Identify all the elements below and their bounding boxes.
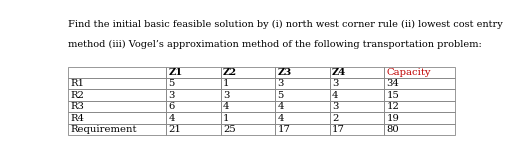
Text: 3: 3 (168, 91, 175, 100)
Text: Z3: Z3 (278, 68, 292, 77)
Text: 3: 3 (278, 79, 284, 88)
Bar (68, 89, 166, 101)
Bar (275, 89, 330, 101)
Text: 17: 17 (278, 125, 290, 134)
Text: 34: 34 (387, 79, 399, 88)
Bar (221, 78, 275, 89)
Text: 19: 19 (387, 114, 399, 123)
Bar (384, 67, 455, 78)
Bar (68, 124, 166, 135)
Bar (166, 89, 221, 101)
Text: 21: 21 (168, 125, 181, 134)
Text: Find the initial basic feasible solution by (i) north west corner rule (ii) lowe: Find the initial basic feasible solution… (68, 20, 503, 29)
Bar (166, 124, 221, 135)
Bar (221, 112, 275, 124)
Text: 4: 4 (278, 102, 284, 111)
Text: R3: R3 (70, 102, 84, 111)
Bar (221, 89, 275, 101)
Text: 1: 1 (223, 114, 229, 123)
Text: 3: 3 (332, 79, 338, 88)
Bar (275, 112, 330, 124)
Bar (166, 67, 221, 78)
Text: 3: 3 (223, 91, 229, 100)
Bar (68, 101, 166, 112)
Text: 4: 4 (168, 114, 175, 123)
Bar (330, 78, 384, 89)
Text: 3: 3 (332, 102, 338, 111)
Text: R2: R2 (70, 91, 84, 100)
Text: R1: R1 (70, 79, 84, 88)
Text: 6: 6 (168, 102, 175, 111)
Bar (68, 67, 166, 78)
Text: 2: 2 (332, 114, 338, 123)
Text: Z2: Z2 (223, 68, 237, 77)
Bar (384, 112, 455, 124)
Bar (384, 89, 455, 101)
Bar (275, 101, 330, 112)
Bar (384, 101, 455, 112)
Text: 4: 4 (278, 114, 284, 123)
Bar (166, 112, 221, 124)
Text: 4: 4 (332, 91, 338, 100)
Text: 15: 15 (387, 91, 399, 100)
Text: 17: 17 (332, 125, 345, 134)
Text: 5: 5 (168, 79, 175, 88)
Bar (221, 124, 275, 135)
Text: method (iii) Vogel’s approximation method of the following transportation proble: method (iii) Vogel’s approximation metho… (68, 40, 482, 49)
Text: 4: 4 (223, 102, 229, 111)
Text: 1: 1 (223, 79, 229, 88)
Text: Z4: Z4 (332, 68, 346, 77)
Bar (330, 67, 384, 78)
Bar (275, 67, 330, 78)
Bar (166, 101, 221, 112)
Text: 80: 80 (387, 125, 399, 134)
Bar (330, 112, 384, 124)
Bar (68, 78, 166, 89)
Text: Z1: Z1 (168, 68, 183, 77)
Text: 25: 25 (223, 125, 236, 134)
Bar (275, 78, 330, 89)
Bar (330, 101, 384, 112)
Text: 12: 12 (387, 102, 399, 111)
Text: 5: 5 (278, 91, 284, 100)
Text: Capacity: Capacity (387, 68, 431, 77)
Bar (166, 78, 221, 89)
Bar (221, 67, 275, 78)
Bar (384, 78, 455, 89)
Bar (384, 124, 455, 135)
Text: R4: R4 (70, 114, 84, 123)
Bar (221, 101, 275, 112)
Bar (275, 124, 330, 135)
Bar (330, 124, 384, 135)
Bar (330, 89, 384, 101)
Bar (68, 112, 166, 124)
Text: Requirement: Requirement (70, 125, 137, 134)
